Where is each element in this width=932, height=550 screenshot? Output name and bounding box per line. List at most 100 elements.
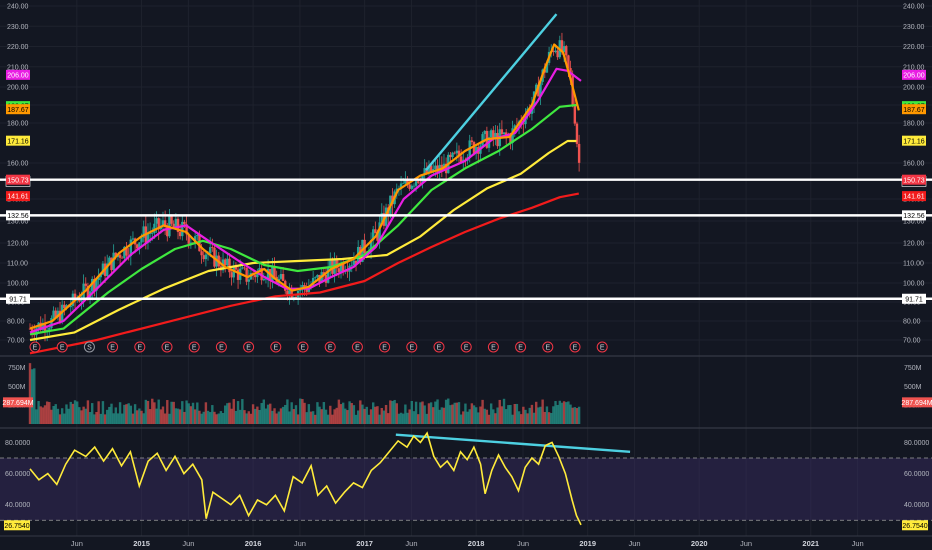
volume-bar xyxy=(50,409,53,424)
pane-dividers[interactable] xyxy=(0,355,932,537)
candle-body xyxy=(84,283,87,286)
candle-body xyxy=(399,183,403,189)
earnings-marker[interactable]: E xyxy=(569,341,581,353)
earnings-label: E xyxy=(301,345,306,352)
rsi-axis-tick-left: 40.0000 xyxy=(5,502,30,509)
rsi-axis-tick-right: 80.0000 xyxy=(904,440,929,447)
earnings-marker[interactable]: E xyxy=(351,341,363,353)
candle-body xyxy=(329,260,332,268)
candle-body xyxy=(196,234,199,237)
candle-body xyxy=(573,105,577,124)
volume-bar xyxy=(466,411,469,424)
earnings-marker[interactable]: E xyxy=(134,341,146,353)
volume-bar xyxy=(95,412,98,424)
earnings-marker[interactable]: E xyxy=(215,341,227,353)
volume-bar xyxy=(258,409,261,424)
candle-body xyxy=(371,229,375,241)
volume-bar xyxy=(571,407,574,424)
volume-bar xyxy=(277,411,281,424)
earnings-marker[interactable]: E xyxy=(107,341,119,353)
earnings-marker[interactable]: E xyxy=(243,341,255,353)
candle-body xyxy=(151,232,154,234)
volume-bar xyxy=(178,409,182,424)
candle-body xyxy=(470,140,474,143)
volume-bar xyxy=(532,412,536,424)
price-axis-tick-left: 80.00 xyxy=(7,319,25,326)
candle-body xyxy=(63,304,66,309)
moving-average-line-3 xyxy=(29,103,577,336)
volume-bar xyxy=(322,402,326,424)
volume-bar xyxy=(67,408,70,424)
candle-body xyxy=(54,310,57,317)
candle-body xyxy=(138,242,141,249)
earnings-marker[interactable]: E xyxy=(161,341,173,353)
volume-bar xyxy=(569,404,572,424)
price-tags: 206.00206.00189.37189.37187.67187.67171.… xyxy=(2,69,932,531)
candle-body xyxy=(565,46,568,56)
candle-body xyxy=(472,142,476,154)
earnings-marker[interactable]: E xyxy=(270,341,282,353)
candle-body xyxy=(408,184,411,189)
price-trendline[interactable] xyxy=(425,13,558,171)
earnings-marker[interactable]: E xyxy=(29,341,41,353)
left-price-tag: 187.67 xyxy=(6,104,30,115)
volume-bar xyxy=(382,410,386,424)
candle-body xyxy=(223,259,227,266)
volume-bar xyxy=(341,402,345,424)
earnings-marker[interactable]: E xyxy=(596,341,608,353)
earnings-marker[interactable]: S xyxy=(83,341,95,353)
volume-bar xyxy=(369,409,373,424)
rsi-band xyxy=(0,457,932,521)
volume-bar xyxy=(103,414,107,424)
candle-body xyxy=(129,239,133,257)
candle-body xyxy=(187,234,190,244)
earnings-circle xyxy=(351,341,363,353)
earnings-marker[interactable]: E xyxy=(324,341,336,353)
candle-body xyxy=(93,278,96,291)
earnings-marker[interactable]: E xyxy=(56,341,68,353)
earnings-marker[interactable]: E xyxy=(460,341,472,353)
candle-body xyxy=(230,272,233,278)
volume-bar xyxy=(408,409,411,424)
volume-bar xyxy=(554,401,557,424)
volume-bar xyxy=(80,410,83,424)
right-price-tag-text: 171.16 xyxy=(903,138,925,145)
volume-bar xyxy=(43,405,47,424)
volume-axis-tick-right: 500M xyxy=(904,384,922,391)
volume-bar xyxy=(395,403,398,424)
trendlines[interactable] xyxy=(395,13,631,453)
candle-body xyxy=(86,285,90,298)
volume-bar xyxy=(187,403,190,424)
earnings-label: E xyxy=(382,345,387,352)
rsi-trendline[interactable] xyxy=(395,433,631,453)
earnings-marker[interactable]: E xyxy=(433,341,445,353)
candle-body xyxy=(577,143,581,163)
earnings-marker[interactable]: E xyxy=(406,341,418,353)
earnings-marker[interactable]: E xyxy=(515,341,527,353)
price-axis-tick-right: 200.00 xyxy=(903,85,925,92)
earnings-marker[interactable]: E xyxy=(188,341,200,353)
candle-body xyxy=(511,128,514,143)
volume-bar xyxy=(247,411,250,424)
earnings-marker[interactable]: E xyxy=(542,341,554,353)
earnings-label: E xyxy=(355,345,360,352)
earnings-marker[interactable]: E xyxy=(379,341,391,353)
candle-body xyxy=(136,244,139,249)
earnings-marker[interactable]: E xyxy=(297,341,309,353)
time-axis-tick: Jun xyxy=(71,539,83,548)
earnings-label: E xyxy=(573,345,578,352)
volume-bar xyxy=(316,402,319,424)
volume-bar xyxy=(477,412,480,424)
candle-body xyxy=(335,259,338,269)
candle-body xyxy=(73,293,77,301)
earnings-circle xyxy=(569,341,581,353)
candle-body xyxy=(483,130,486,135)
price-level-lines[interactable] xyxy=(0,178,932,300)
earnings-marker[interactable]: E xyxy=(487,341,499,353)
volume-bar xyxy=(498,399,501,424)
candle-body xyxy=(39,322,42,330)
earnings-circle xyxy=(215,341,227,353)
earnings-label: E xyxy=(518,345,523,352)
